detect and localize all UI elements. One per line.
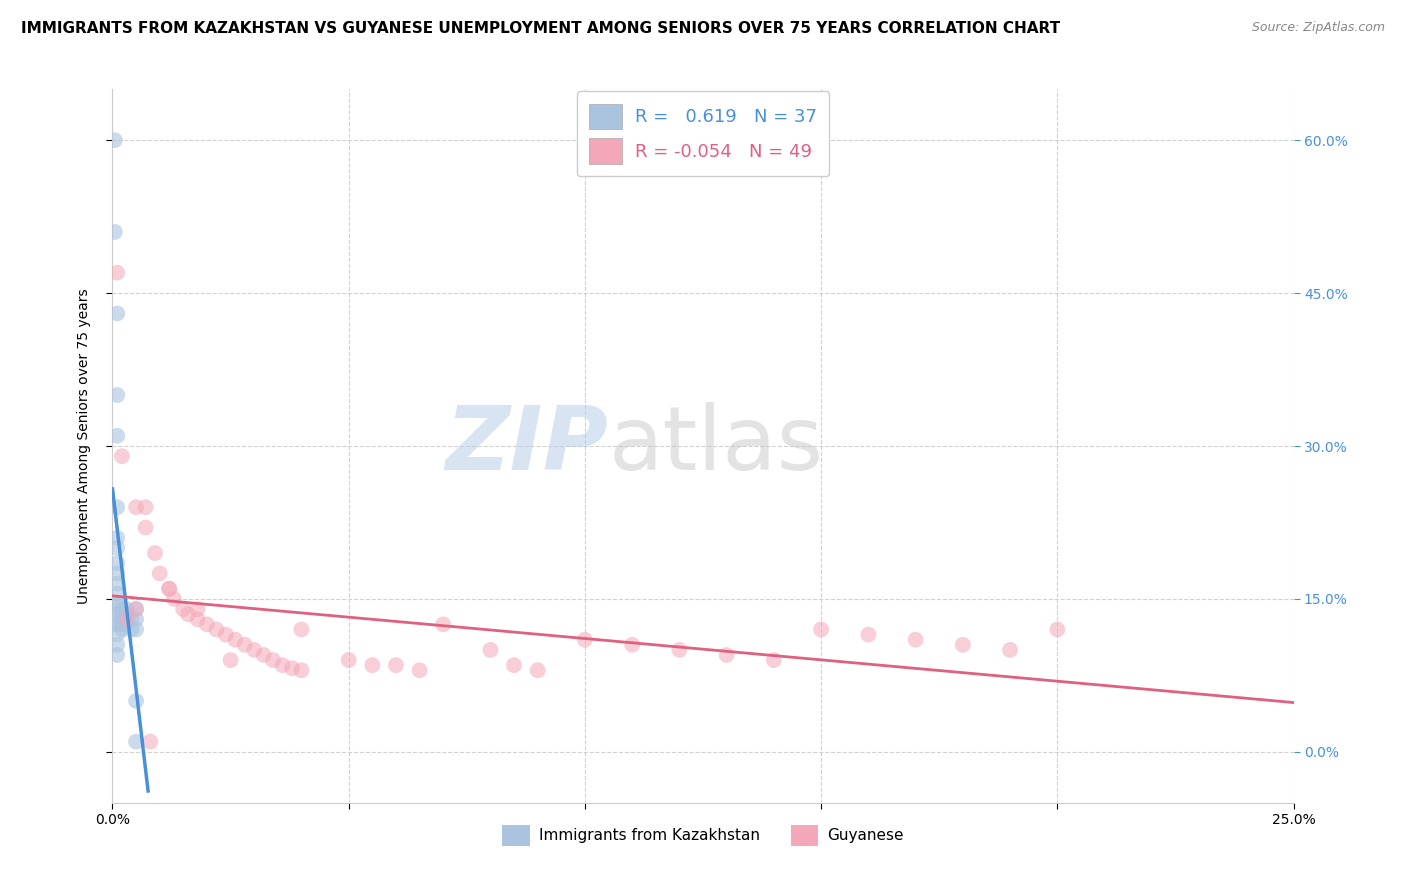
Point [243,643,266,657]
Point [125,734,148,748]
Point [621,638,644,652]
Point [262,653,284,667]
Point [125,612,148,626]
Point [111,623,134,637]
Point [233,638,256,652]
Point [186,602,208,616]
Point [105,566,128,581]
Point [290,623,312,637]
Point [668,643,690,657]
Legend: Immigrants from Kazakhstan, Guyanese: Immigrants from Kazakhstan, Guyanese [496,818,910,852]
Point [432,617,454,632]
Point [253,648,276,662]
Point [125,500,148,515]
Point [104,225,127,239]
Point [1046,623,1069,637]
Point [385,658,408,673]
Text: ZIP: ZIP [446,402,609,490]
Point [290,663,312,677]
Point [143,546,166,560]
Point [139,734,162,748]
Point [125,623,148,637]
Point [105,556,128,570]
Point [479,643,502,657]
Point [952,638,974,652]
Point [574,632,596,647]
Point [998,643,1021,657]
Text: atlas: atlas [609,402,824,490]
Point [281,661,304,675]
Point [105,388,128,402]
Point [716,648,738,662]
Point [115,617,138,632]
Point [361,658,384,673]
Point [105,648,128,662]
Point [177,607,200,622]
Point [120,623,142,637]
Point [115,602,138,616]
Point [115,607,138,622]
Point [105,638,128,652]
Point [104,133,127,147]
Point [337,653,360,667]
Text: Source: ZipAtlas.com: Source: ZipAtlas.com [1251,21,1385,34]
Point [125,602,148,616]
Point [503,658,526,673]
Point [125,694,148,708]
Point [120,612,142,626]
Point [105,597,128,611]
Point [186,612,208,626]
Point [111,449,134,463]
Point [163,591,186,606]
Point [135,500,157,515]
Point [105,576,128,591]
Point [105,429,128,443]
Point [105,617,128,632]
Point [904,632,927,647]
Point [172,602,194,616]
Point [195,617,218,632]
Point [105,607,128,622]
Point [115,612,138,626]
Point [105,541,128,555]
Point [215,627,238,641]
Point [858,627,880,641]
Point [271,658,294,673]
Point [105,306,128,320]
Text: IMMIGRANTS FROM KAZAKHSTAN VS GUYANESE UNEMPLOYMENT AMONG SENIORS OVER 75 YEARS : IMMIGRANTS FROM KAZAKHSTAN VS GUYANESE U… [21,21,1060,36]
Point [105,587,128,601]
Point [408,663,430,677]
Point [157,582,180,596]
Point [111,617,134,632]
Point [224,632,246,647]
Point [105,531,128,545]
Point [115,612,138,626]
Y-axis label: Unemployment Among Seniors over 75 years: Unemployment Among Seniors over 75 years [77,288,91,604]
Point [105,627,128,641]
Point [105,266,128,280]
Point [219,653,242,667]
Point [135,520,157,534]
Point [157,582,180,596]
Point [105,500,128,515]
Point [111,602,134,616]
Point [205,623,228,637]
Point [810,623,832,637]
Point [108,597,131,611]
Point [111,607,134,622]
Point [149,566,172,581]
Point [108,617,131,632]
Point [111,612,134,626]
Point [125,602,148,616]
Point [526,663,548,677]
Point [108,607,131,622]
Point [762,653,785,667]
